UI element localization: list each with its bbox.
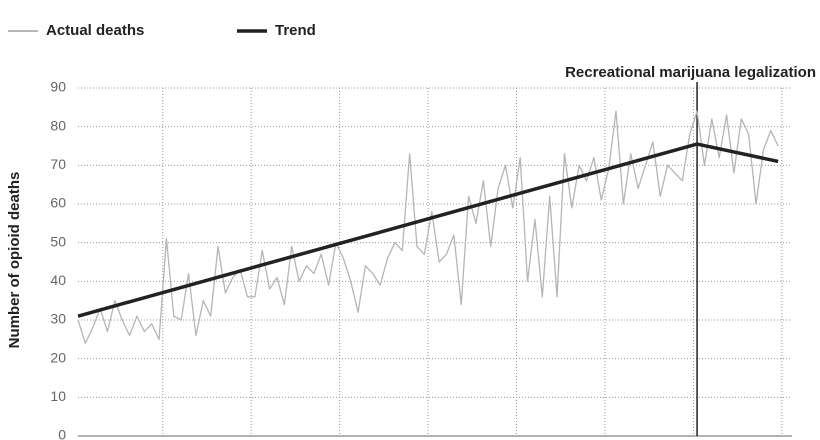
legend-label: Trend xyxy=(275,22,316,39)
annotation-text: Recreational marijuana legalization xyxy=(565,64,816,81)
series-line xyxy=(77,142,779,318)
y-tick-label: 10 xyxy=(50,388,66,404)
y-tick-label: 0 xyxy=(58,427,66,440)
y-tick-label: 30 xyxy=(50,311,66,327)
series-line xyxy=(77,110,779,344)
y-tick-label: 50 xyxy=(50,233,66,249)
y-tick-label: 80 xyxy=(50,117,66,133)
y-tick-label: 60 xyxy=(50,195,66,211)
y-tick-label: 40 xyxy=(50,272,66,288)
y-axis-label: Number of opioid deaths xyxy=(6,172,23,349)
y-tick-label: 90 xyxy=(50,79,66,95)
y-tick-label: 70 xyxy=(50,156,66,172)
legend-label: Actual deaths xyxy=(46,22,144,39)
y-tick-label: 20 xyxy=(50,349,66,365)
